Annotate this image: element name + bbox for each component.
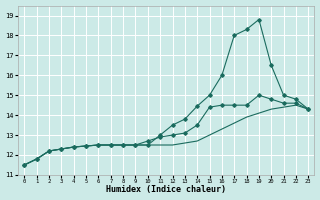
X-axis label: Humidex (Indice chaleur): Humidex (Indice chaleur) (106, 185, 226, 194)
